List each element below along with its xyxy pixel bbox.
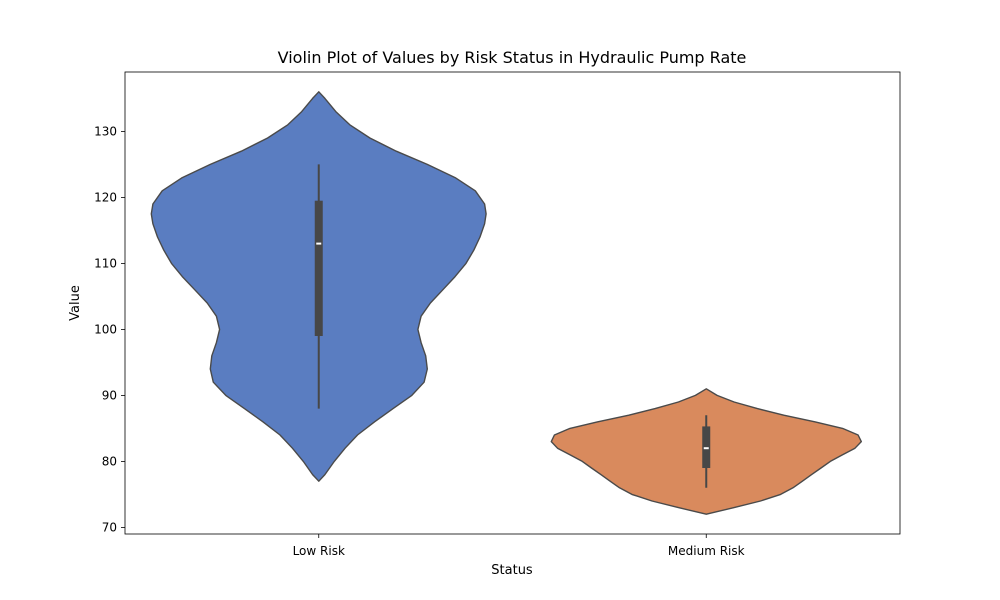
y-axis-label: Value <box>68 285 83 321</box>
x-axis: Low Risk Medium Risk <box>293 534 745 558</box>
y-tick-label: 110 <box>94 256 117 270</box>
x-tick-label: Medium Risk <box>668 544 745 558</box>
y-tick-label: 90 <box>102 388 117 402</box>
iqr-box <box>314 200 323 336</box>
x-axis-label: Status <box>491 563 533 578</box>
chart-title: Violin Plot of Values by Risk Status in … <box>278 48 747 67</box>
y-tick-label: 70 <box>102 520 117 534</box>
y-tick-label: 130 <box>94 124 117 138</box>
plot-area <box>150 91 862 515</box>
y-axis: 70 80 90 100 110 120 130 <box>94 124 125 534</box>
y-tick-label: 100 <box>94 322 117 336</box>
plot-frame <box>124 71 901 535</box>
y-tick-label: 120 <box>94 190 117 204</box>
x-tick-label: Low Risk <box>293 544 345 558</box>
y-tick-label: 80 <box>102 454 117 468</box>
